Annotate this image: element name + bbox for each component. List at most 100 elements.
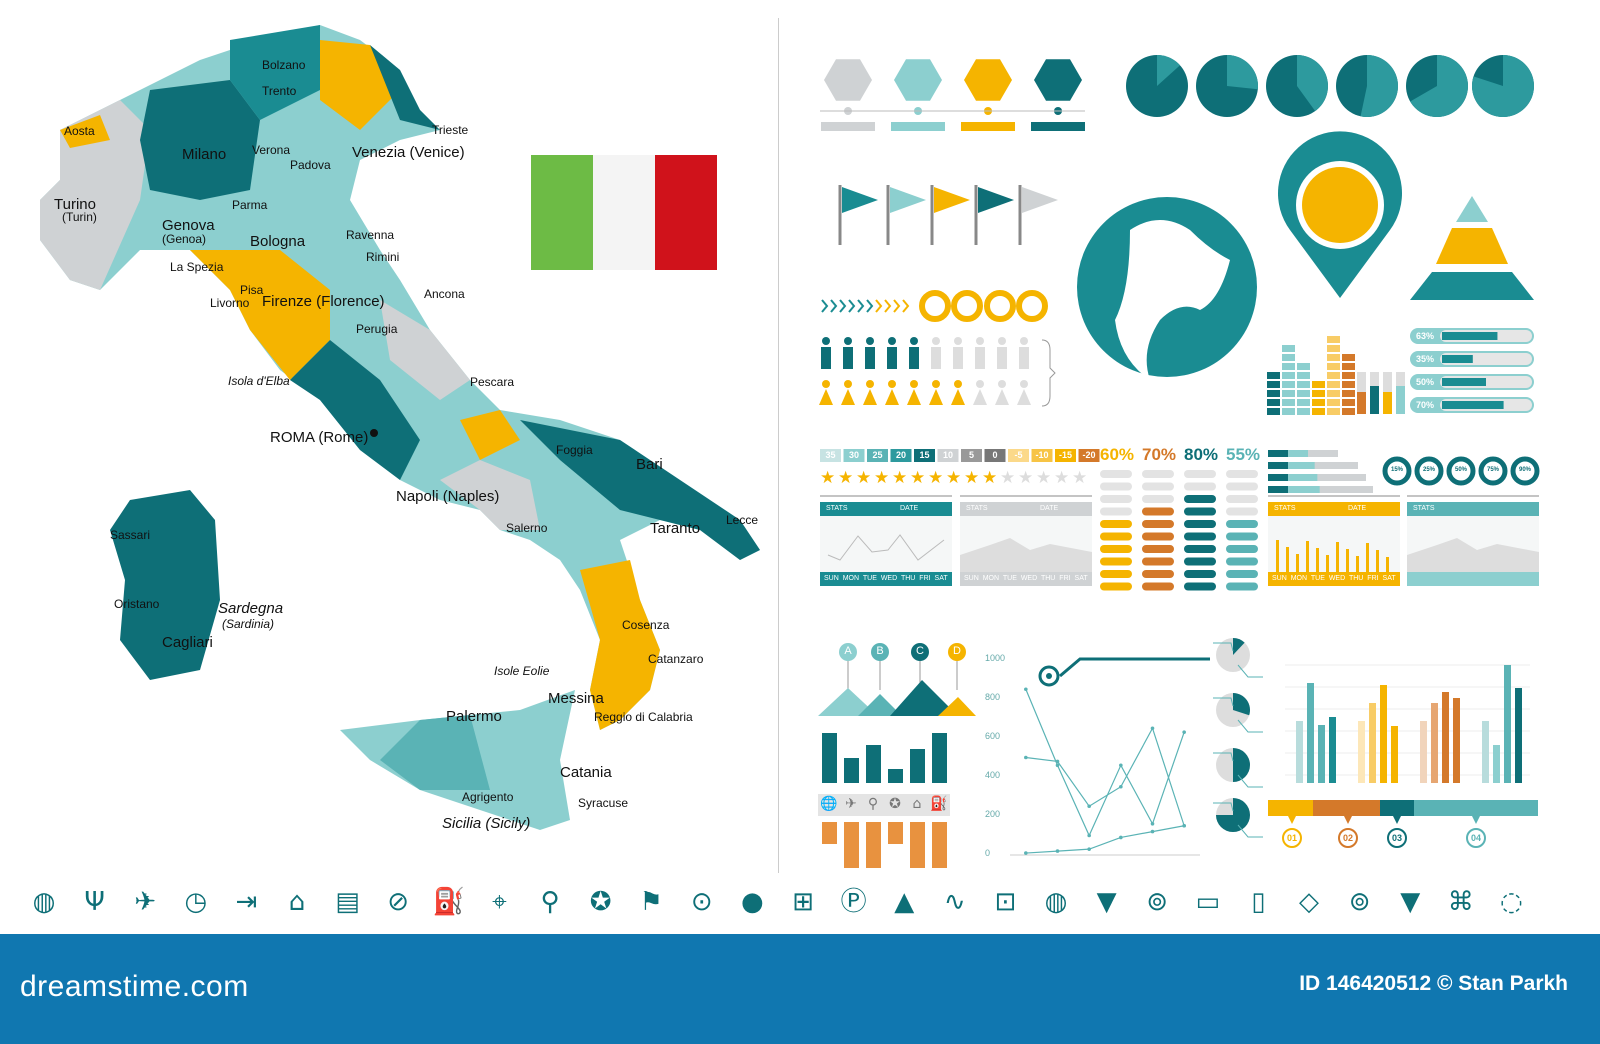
equalizer-block	[1312, 408, 1325, 415]
city-label[interactable]: Sassari	[110, 528, 151, 542]
camera-icon[interactable]: ⊡	[994, 887, 1017, 917]
city-label[interactable]: Napoli (Naples)	[396, 488, 500, 505]
city-label[interactable]: Lecce	[726, 513, 759, 527]
city-label[interactable]: Milano	[182, 146, 227, 163]
panel-bar	[1336, 542, 1339, 572]
line-series-1	[1025, 689, 1185, 837]
fuel-icon[interactable]: ⛽	[432, 887, 465, 917]
city-label[interactable]: Sicilia (Sicily)	[442, 815, 531, 832]
region-sicily-west	[380, 715, 490, 790]
orange-bar	[910, 822, 925, 868]
city-label[interactable]: Agrigento	[462, 790, 514, 804]
city-label[interactable]: Catanzaro	[648, 652, 704, 666]
city-label[interactable]: Oristano	[114, 597, 160, 611]
map-location-icon[interactable]: ⌘	[1447, 887, 1474, 917]
city-label[interactable]: Syracuse	[578, 796, 629, 810]
compass-icon[interactable]: ⊘	[387, 887, 410, 917]
card-icon[interactable]: ▭	[1195, 887, 1221, 917]
city-label[interactable]: Messina	[548, 690, 604, 707]
sardinia[interactable]	[110, 490, 220, 680]
city-label[interactable]: Perugia	[356, 322, 398, 336]
city-label[interactable]: Isole Eolie	[494, 664, 550, 678]
city-label[interactable]: Turino	[54, 196, 96, 213]
city-label[interactable]: Taranto	[650, 520, 701, 537]
scale-label: -10	[1035, 450, 1049, 460]
dreamstime-logo[interactable]: dreamstime.com	[20, 970, 249, 1003]
city-label[interactable]: Padova	[290, 158, 331, 172]
star-pin-icon[interactable]: ✪	[589, 887, 612, 917]
target-icon[interactable]: ⌖	[492, 887, 507, 917]
location-pin-icon[interactable]: ⊙	[690, 887, 713, 917]
city-label[interactable]: Firenze (Florence)	[262, 293, 385, 310]
city-label[interactable]: Ravenna	[346, 228, 395, 242]
city-label[interactable]: Genova	[162, 217, 215, 234]
pin-outline-icon[interactable]: ◌	[1500, 887, 1523, 917]
city-label[interactable]: ROMA (Rome)	[270, 429, 369, 446]
map-route-icon[interactable]: ◇	[1299, 887, 1319, 917]
segment-bar	[1313, 800, 1380, 816]
percent-pill	[1100, 470, 1132, 478]
route-icon[interactable]: ∿	[943, 887, 966, 917]
panel-stats-label: STATS	[966, 505, 988, 512]
city-label[interactable]: Aosta	[64, 124, 95, 138]
parking-icon[interactable]: Ⓟ	[840, 887, 867, 917]
road-icon[interactable]: ▲	[894, 887, 915, 917]
equalizer-block	[1342, 408, 1355, 415]
city-label[interactable]: Palermo	[446, 708, 502, 725]
scale-label: 10	[942, 450, 953, 460]
city-label[interactable]: (Sardinia)	[222, 617, 275, 631]
map-icon[interactable]: ▤	[335, 887, 360, 917]
pie-slice	[1227, 55, 1258, 90]
city-label[interactable]: Venezia (Venice)	[352, 144, 465, 161]
city-label[interactable]: Catania	[560, 764, 612, 781]
search-icon[interactable]: ⚲	[540, 887, 560, 917]
fragile-glass-icon[interactable]: Ψ	[84, 887, 105, 917]
italy-map[interactable]	[0, 0, 780, 880]
map-search-icon[interactable]: ⊞	[792, 887, 814, 917]
city-label[interactable]: Cagliari	[162, 634, 213, 651]
city-label[interactable]: La Spezia	[170, 260, 224, 274]
city-label[interactable]: Salerno	[506, 521, 548, 535]
location-pin-filled-icon[interactable]: ●	[741, 887, 764, 917]
clock-icon[interactable]: ◷	[184, 887, 208, 917]
panel-bar	[1286, 547, 1289, 572]
pin-icon[interactable]: ⊚	[1348, 887, 1371, 917]
signpost-icon[interactable]: ⇥	[235, 887, 258, 917]
icon-tile	[906, 794, 928, 816]
city-label[interactable]: Cosenza	[622, 618, 670, 632]
speech-pin-icon[interactable]: ▼	[1096, 887, 1117, 917]
city-label[interactable]: Trieste	[432, 123, 469, 137]
airplane-icon[interactable]: ✈	[134, 887, 157, 917]
city-label[interactable]: Bolzano	[262, 58, 306, 72]
city-label[interactable]: Livorno	[210, 296, 250, 310]
city-label[interactable]: Reggio di Calabria	[594, 710, 693, 724]
chat-marker-icon[interactable]: ▼	[1400, 887, 1421, 917]
city-label[interactable]: Ancona	[424, 287, 465, 301]
city-label[interactable]: Verona	[252, 143, 291, 157]
city-label[interactable]: (Turin)	[62, 210, 97, 224]
man-icon	[866, 337, 874, 345]
percent-pill	[1100, 507, 1132, 516]
pin-icon[interactable]: ⊚	[1146, 887, 1169, 917]
city-label[interactable]: Trento	[262, 84, 297, 98]
percent-pill	[1226, 532, 1258, 541]
city-label[interactable]: Sardegna	[218, 600, 284, 617]
city-label[interactable]: Bologna	[250, 233, 306, 250]
city-label[interactable]: (Genoa)	[162, 232, 207, 246]
city-label[interactable]: Pescara	[470, 375, 515, 389]
city-label[interactable]: Foggia	[556, 443, 593, 457]
globe-icon[interactable]: ◍	[32, 887, 56, 917]
woman-body	[885, 389, 899, 405]
home-icon[interactable]: ⌂	[288, 887, 306, 917]
flag-icon[interactable]: ⚑	[639, 887, 663, 917]
phone-pin-icon[interactable]: ▯	[1251, 887, 1266, 917]
hbar-mid	[1268, 486, 1320, 493]
city-label[interactable]: Isola d'Elba	[228, 374, 290, 388]
city-label[interactable]: Rimini	[366, 250, 400, 264]
chevron-icon	[893, 299, 901, 313]
city-label[interactable]: Pisa	[240, 283, 264, 297]
city-label[interactable]: Parma	[232, 198, 268, 212]
bar	[888, 769, 903, 783]
city-label[interactable]: Bari	[636, 456, 663, 473]
globe-icon[interactable]: ◍	[1044, 887, 1068, 917]
